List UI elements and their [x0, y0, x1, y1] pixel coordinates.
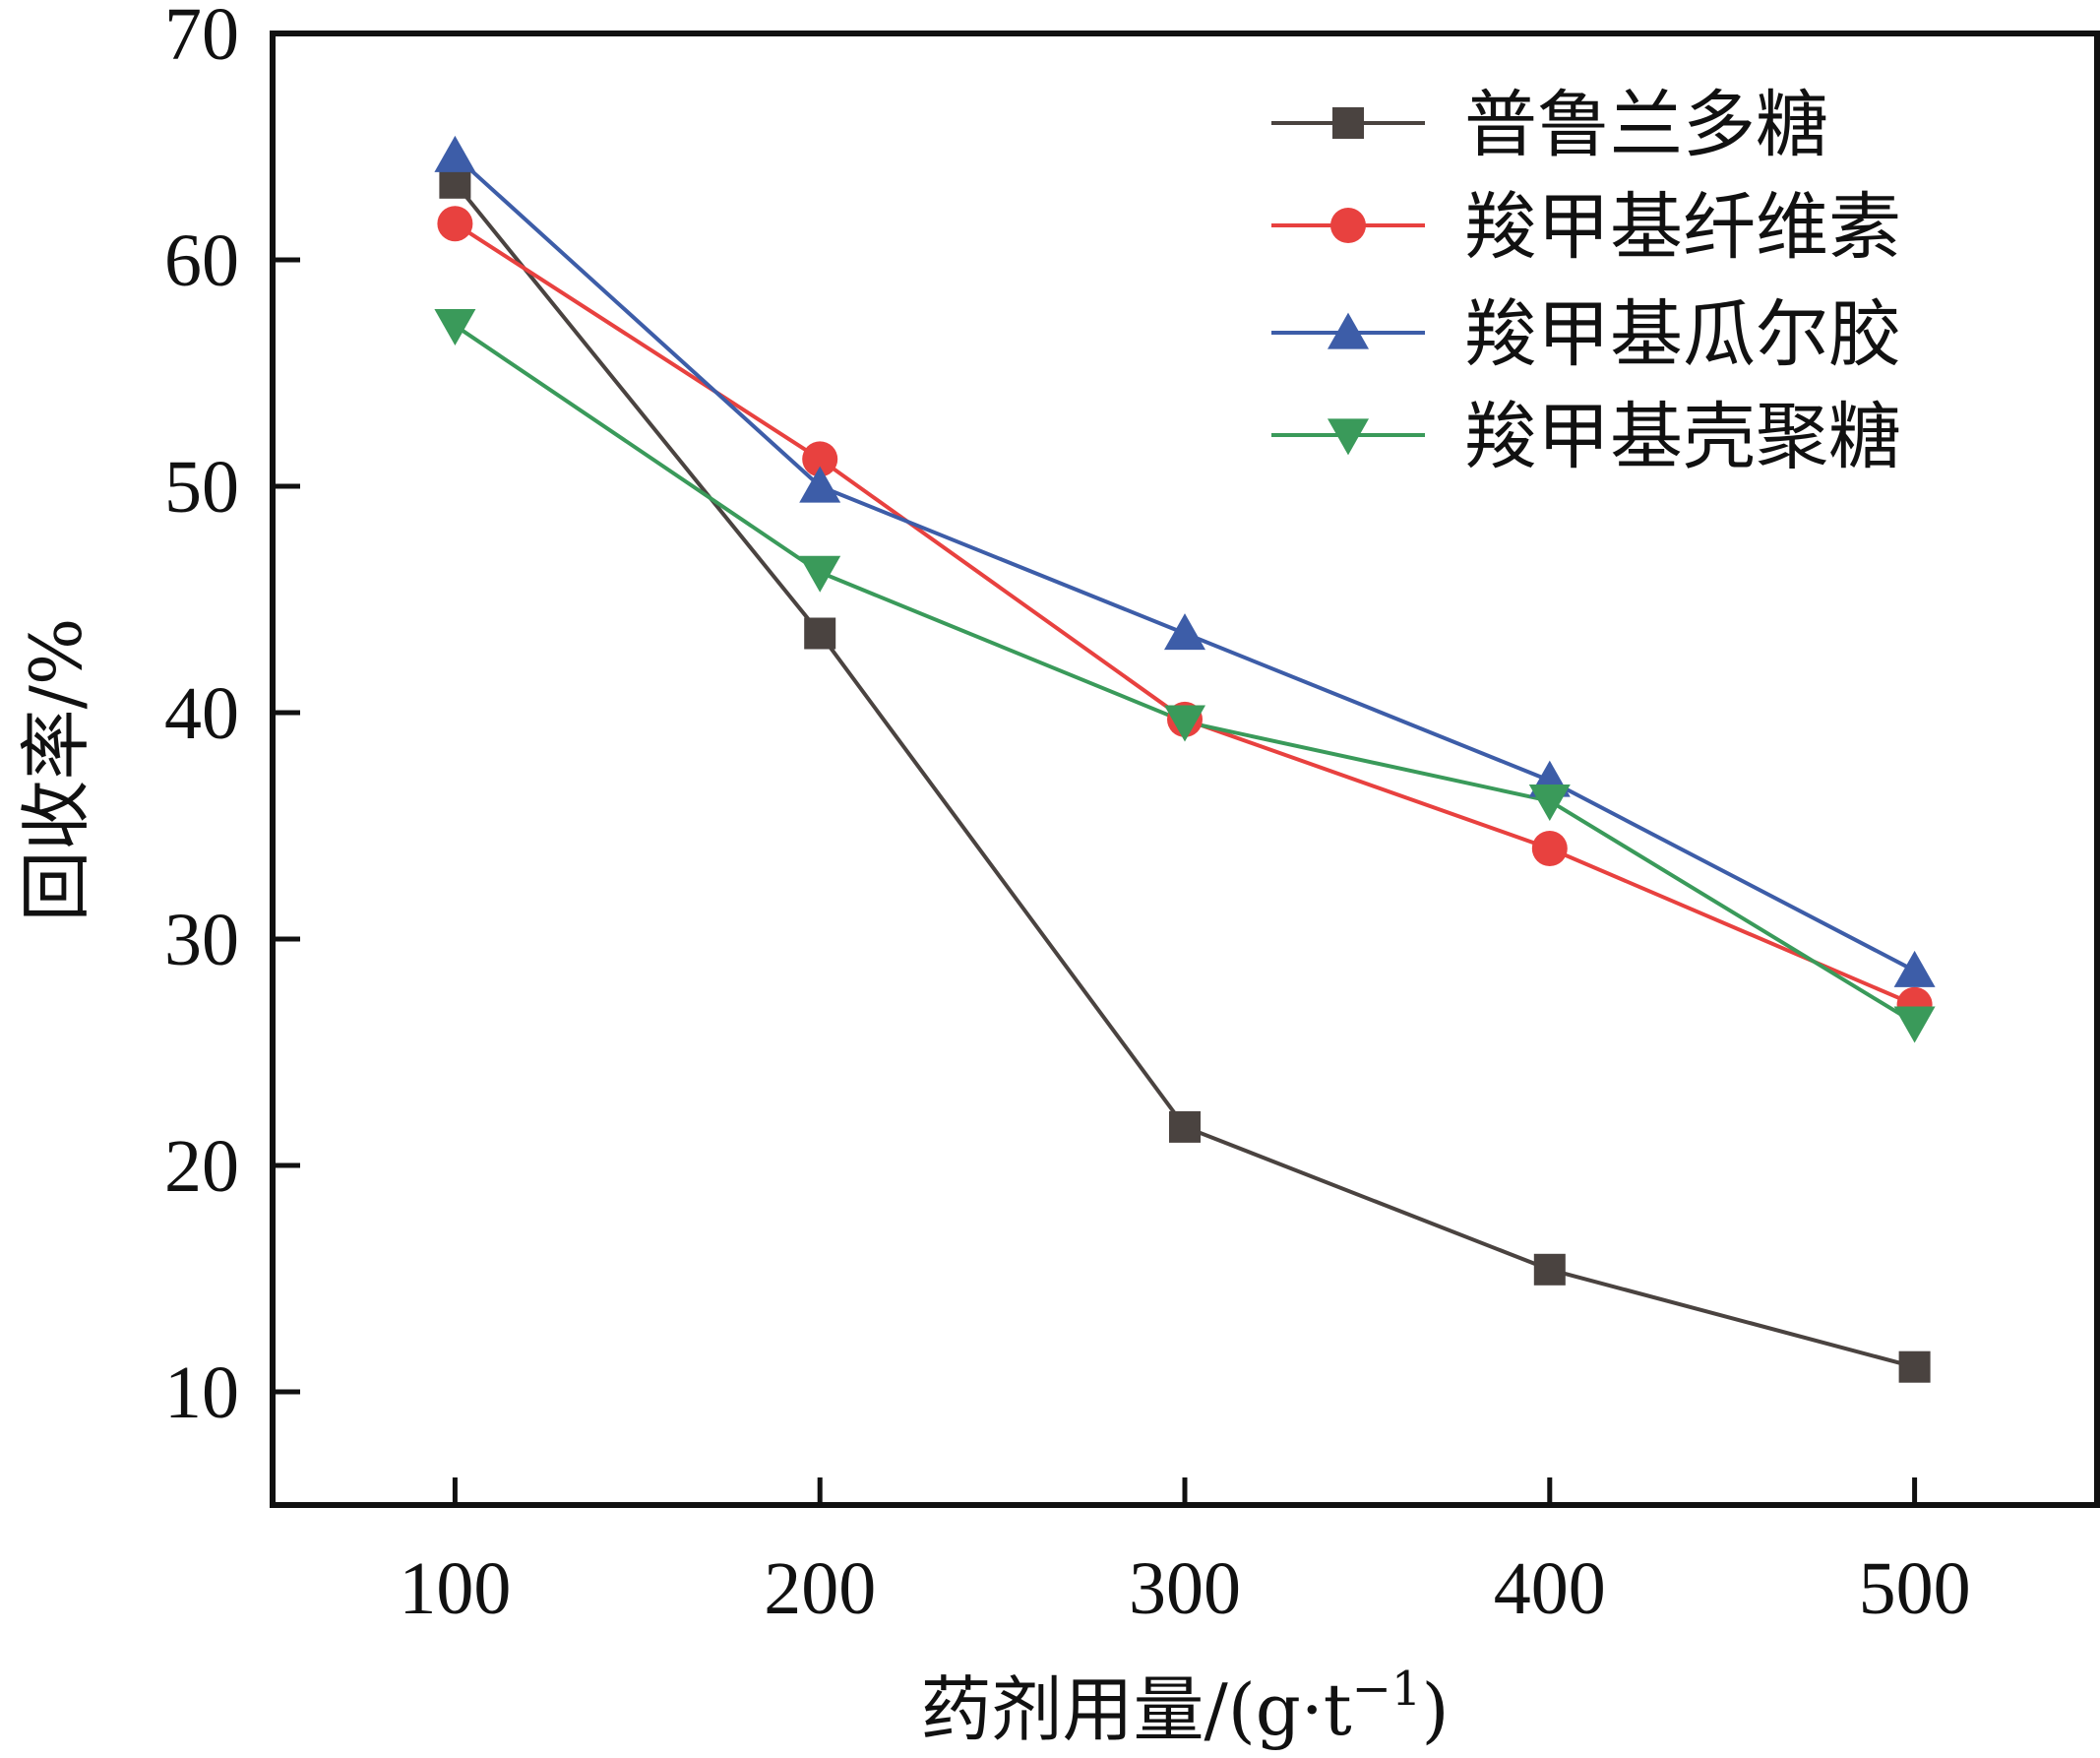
- plot-area: [434, 135, 1936, 1383]
- data-point-1-3: [1531, 831, 1568, 866]
- y-tick-label-5: 60: [164, 220, 239, 302]
- data-point-3-0: [434, 309, 476, 346]
- y-tick-label-2: 30: [164, 899, 239, 981]
- data-point-0-1: [804, 617, 836, 650]
- legend-marker-0: [1332, 107, 1364, 139]
- data-point-0-4: [1898, 1350, 1931, 1383]
- y-tick-label-3: 40: [164, 672, 239, 755]
- data-point-3-4: [1893, 1006, 1936, 1043]
- x-axis-label-main: 药剂用量/(g·t: [920, 1668, 1351, 1751]
- series-line-2: [454, 154, 1916, 973]
- y-tick-label-4: 50: [164, 446, 239, 529]
- x-tick-label-3: 400: [1494, 1547, 1606, 1630]
- data-point-1-0: [437, 206, 473, 242]
- x-tick-label-4: 500: [1859, 1547, 1971, 1630]
- data-point-3-3: [1528, 785, 1571, 822]
- y-tick-label-0: 10: [164, 1351, 239, 1434]
- legend-marker-1: [1330, 208, 1366, 243]
- data-point-0-3: [1533, 1253, 1566, 1286]
- data-point-3-2: [1164, 705, 1205, 742]
- data-point-0-2: [1169, 1110, 1201, 1143]
- data-point-3-1: [799, 555, 841, 593]
- legend-label-2: 羧甲基瓜尔胶: [1464, 292, 1901, 377]
- data-point-2-2: [1164, 613, 1205, 651]
- y-tick-label-1: 20: [164, 1125, 239, 1208]
- y-tick-label-6: 70: [164, 0, 239, 76]
- x-axis-label-tail: ): [1421, 1668, 1449, 1751]
- data-point-2-4: [1893, 950, 1936, 987]
- legend-label-3: 羧甲基壳聚糖: [1464, 395, 1901, 479]
- x-tick-label-1: 200: [764, 1547, 876, 1630]
- x-axis-label: 药剂用量/(g·t−1): [920, 1662, 1449, 1751]
- legend-marker-2: [1328, 312, 1369, 349]
- data-point-0-0: [439, 166, 471, 199]
- legend-label-1: 羧甲基纤维素: [1464, 185, 1901, 270]
- axes: 100 200 300 400 500 10 20 30 40 50 60 70: [164, 0, 2100, 1630]
- data-point-2-1: [799, 466, 841, 503]
- x-tick-label-2: 300: [1129, 1547, 1241, 1630]
- data-point-2-0: [434, 135, 476, 172]
- legend-label-0: 普鲁兰多糖: [1464, 83, 1828, 167]
- y-axis-label: 回收率/%: [15, 618, 97, 922]
- legend-marker-3: [1328, 418, 1369, 456]
- x-axis-label-superscript: −1: [1352, 1662, 1422, 1717]
- data-point-1-1: [802, 441, 838, 477]
- x-tick-label-0: 100: [399, 1547, 511, 1630]
